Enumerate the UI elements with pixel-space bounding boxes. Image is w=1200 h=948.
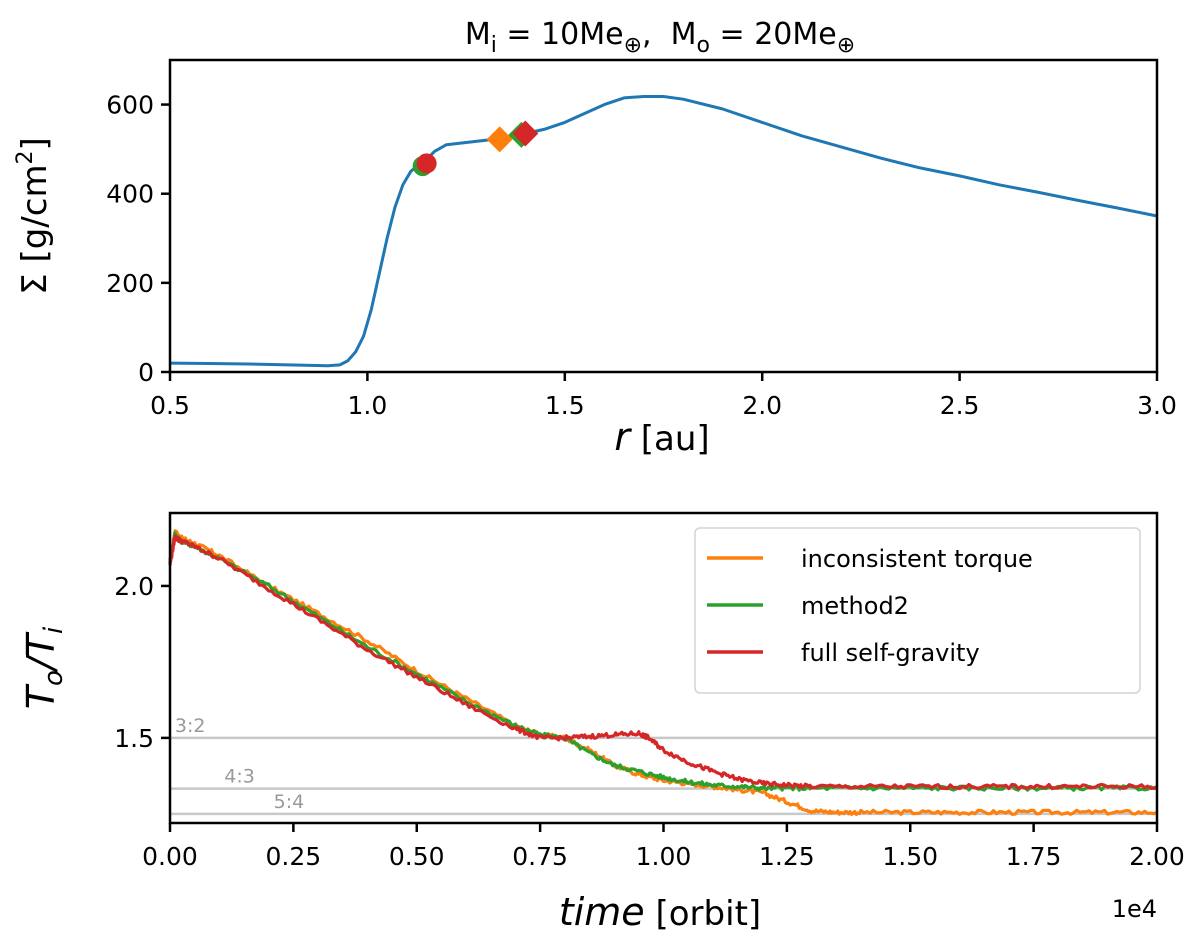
inner-planet-marker-1 — [416, 153, 437, 174]
top-x-tick-label: 2.5 — [940, 391, 980, 420]
bottom-y-axis-t1: T — [19, 683, 63, 709]
bottom-y-axis-sub-o: o — [39, 670, 69, 686]
density-curve — [169, 95, 1158, 368]
title-earth-symbol-2: ⊕ — [837, 33, 855, 58]
x-offset-text: 1e4 — [1112, 895, 1157, 923]
legend-box — [694, 527, 1141, 694]
top-x-tick-label: 3.0 — [1137, 391, 1177, 420]
bottom-y-axis-sub-i: i — [39, 626, 69, 634]
title-m2: M — [671, 17, 697, 52]
top-plot-area — [168, 58, 1159, 374]
bottom-y-axis-t2: T — [19, 631, 63, 657]
series-line-2 — [168, 534, 1158, 791]
bottom-x-tick-label: 0.00 — [142, 842, 198, 871]
bottom-x-axis: 0.00 0.25 0.50 0.75 1.00 1.25 1.50 1.75 2.00 — [142, 823, 1185, 871]
bottom-x-axis-label: time [orbit] — [559, 890, 761, 934]
top-y-tick-label: 400 — [106, 180, 154, 209]
bottom-x-tick-label: 2.00 — [1129, 842, 1185, 871]
bottom-panel: 3:2 4:3 5:4 0.00 0.25 0.50 0.75 1.00 1.25 1.50 1.… — [19, 511, 1185, 934]
bottom-y-axis: 1.5 2.0 — [114, 572, 170, 753]
top-y-axis-sup: 2 — [13, 150, 38, 164]
top-y-tick-label: 200 — [106, 269, 154, 298]
top-panel: Mi = 10Me⊕, Mo = 20Me⊕ 0.5 1.0 1.5 2.0 2.5 3.… — [13, 17, 1177, 459]
top-x-axis: 0.5 1.0 1.5 2.0 2.5 3.0 — [150, 372, 1177, 420]
top-plot-frame — [168, 58, 1159, 374]
legend-label: inconsistent torque — [801, 545, 1033, 573]
legend-label: method2 — [801, 592, 909, 620]
top-title: Mi = 10Me⊕, Mo = 20Me⊕ — [465, 17, 855, 58]
top-y-axis-main: Σ [g/cm — [15, 164, 55, 294]
series-line-1 — [168, 531, 1158, 792]
top-x-axis-var: r — [614, 415, 632, 459]
resonance-label: 5:4 — [274, 791, 305, 813]
top-x-axis-label: r [au] — [614, 415, 709, 459]
top-y-axis: 0 200 400 600 — [106, 91, 170, 387]
bottom-x-tick-label: 0.75 — [512, 842, 568, 871]
outer-planet-marker-2 — [486, 126, 513, 153]
legend-label: full self-gravity — [801, 639, 980, 667]
top-x-tick-label: 2.0 — [742, 391, 782, 420]
top-x-axis-unit: [au] — [630, 419, 710, 459]
top-x-tick-label: 1.5 — [545, 391, 585, 420]
bottom-x-tick-label: 0.25 — [266, 842, 322, 871]
title-eq1: = 10Me — [497, 17, 624, 52]
resonance-label: 4:3 — [224, 766, 255, 788]
title-sub-i: i — [491, 33, 497, 58]
title-sep: , — [642, 17, 671, 52]
bottom-y-axis-slash: / — [19, 653, 63, 673]
bottom-x-tick-label: 1.75 — [1006, 842, 1062, 871]
bottom-plot-area: 3:2 4:3 5:4 — [168, 511, 1159, 825]
resonance-label: 3:2 — [175, 715, 206, 737]
bottom-y-axis-label: To/Ti — [19, 626, 69, 709]
legend: inconsistent torque method2 full self-grav… — [694, 527, 1141, 694]
title-m1: M — [465, 17, 491, 52]
bottom-y-tick-label: 2.0 — [114, 572, 154, 601]
top-y-tick-label: 0 — [138, 358, 154, 387]
bottom-x-tick-label: 1.50 — [882, 842, 938, 871]
title-eq2: = 20Me — [710, 17, 837, 52]
title-sub-o: o — [697, 33, 710, 58]
top-y-tick-label: 600 — [106, 91, 154, 120]
top-x-tick-label: 1.0 — [348, 391, 388, 420]
top-y-axis-label: Σ [g/cm2] — [13, 137, 55, 295]
outer-planet-marker-4 — [512, 120, 539, 147]
bottom-x-axis-unit: [orbit] — [645, 894, 761, 934]
bottom-x-tick-label: 1.00 — [636, 842, 692, 871]
bottom-x-axis-var: time — [559, 890, 645, 934]
top-y-axis-close: ] — [15, 137, 55, 150]
bottom-x-tick-label: 0.50 — [389, 842, 445, 871]
title-earth-symbol-1: ⊕ — [624, 33, 642, 58]
bottom-x-tick-label: 1.25 — [759, 842, 815, 871]
bottom-y-tick-label: 1.5 — [114, 724, 154, 753]
top-x-tick-label: 0.5 — [150, 391, 190, 420]
